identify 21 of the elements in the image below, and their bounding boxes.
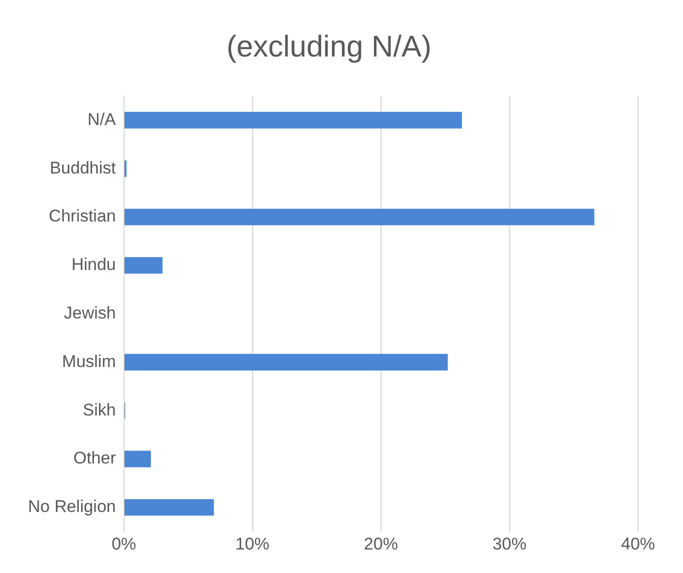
bar xyxy=(124,257,162,274)
x-tick-label: 20% xyxy=(364,534,398,554)
x-tick-label: 40% xyxy=(620,534,656,554)
bar xyxy=(124,354,448,370)
y-tick-label: Muslim xyxy=(62,352,116,371)
chart-title: (excluding N/A) xyxy=(226,30,432,64)
bar xyxy=(124,450,151,468)
y-tick-label: Hindu xyxy=(71,255,116,274)
y-tick-label: No Religion xyxy=(28,497,116,516)
y-tick-label: N/A xyxy=(88,110,117,129)
y-tick-label: Buddhist xyxy=(50,158,116,178)
bar xyxy=(124,499,214,516)
x-tick-label: 10% xyxy=(235,534,270,554)
y-tick-label: Other xyxy=(73,448,116,468)
x-tick-label: 30% xyxy=(492,534,526,554)
bar xyxy=(124,208,594,226)
x-tick-label: 0% xyxy=(112,534,136,554)
y-tick-label: Sikh xyxy=(82,400,116,420)
bar xyxy=(124,112,462,128)
y-tick-label: Christian xyxy=(48,206,116,226)
y-tick-label: Jewish xyxy=(64,303,116,322)
